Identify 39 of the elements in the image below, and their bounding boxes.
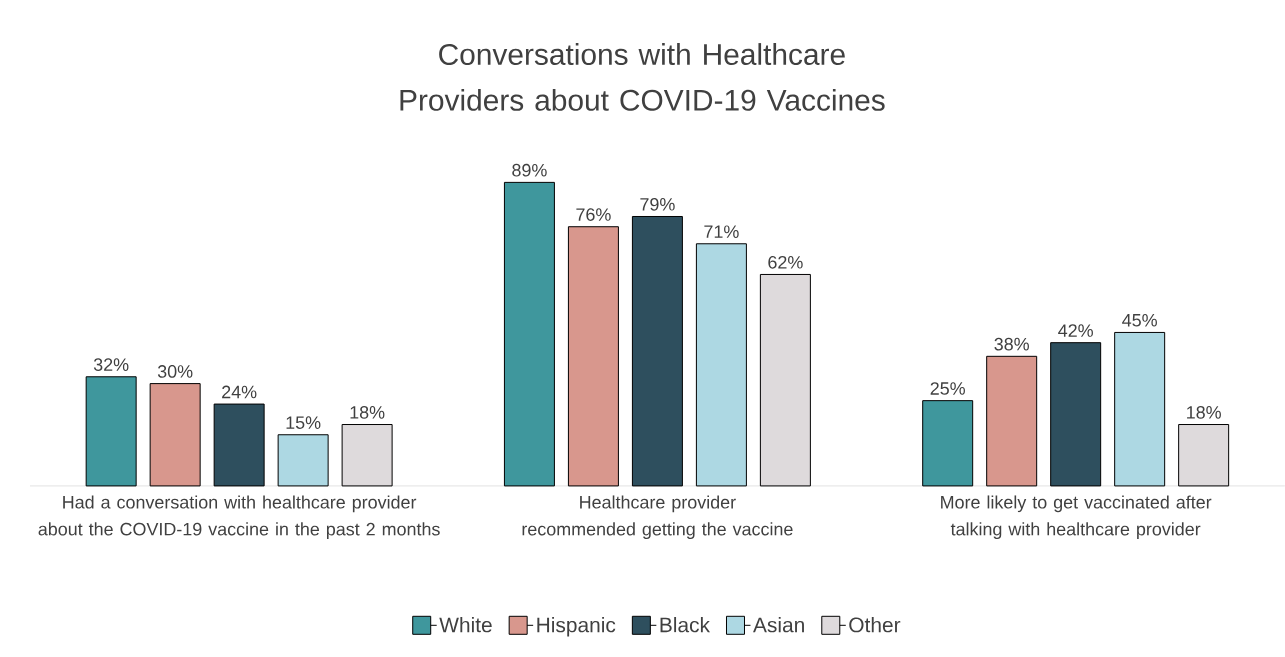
data-label: 79% xyxy=(640,198,675,211)
data-label: 32% xyxy=(93,358,129,372)
data-label: 30% xyxy=(157,365,193,378)
data-label: 24% xyxy=(222,385,257,399)
bar xyxy=(149,383,201,487)
data-label: 25% xyxy=(930,382,965,395)
bar xyxy=(213,403,265,487)
x-tick-label: Had a conversation with healthcare provider about the COVID-19 vaccine in the past 2 months xyxy=(38,495,440,540)
bar xyxy=(85,376,137,487)
data-label: 76% xyxy=(576,208,611,221)
legend-label: White xyxy=(439,617,492,633)
legend-label: Hispanic xyxy=(537,617,616,637)
bar xyxy=(1114,331,1166,487)
data-label: 62% xyxy=(768,255,803,269)
legend-label: Other xyxy=(849,617,901,633)
bar xyxy=(922,400,974,487)
bar xyxy=(341,424,393,487)
data-label: 89% xyxy=(512,163,547,177)
data-label: 45% xyxy=(1122,314,1157,327)
bar xyxy=(1050,342,1102,487)
x-tick-label: More likely to get vaccinated after talking with healthcare provider xyxy=(941,495,1212,540)
data-label: 42% xyxy=(1058,324,1093,337)
data-label: 18% xyxy=(350,406,385,419)
chart-title: Conversations with Healthcare Providers about COVID-19 Vaccines xyxy=(400,43,885,111)
x-tick-label: Healthcare provider recommended getting the vaccine xyxy=(522,495,793,540)
bar xyxy=(631,216,683,487)
bar xyxy=(1178,424,1230,487)
legend-label: Asian xyxy=(753,617,804,633)
bar xyxy=(503,181,555,487)
bar xyxy=(986,355,1038,487)
data-label: 15% xyxy=(286,416,321,429)
data-label: 71% xyxy=(704,225,739,238)
bar xyxy=(277,434,329,487)
bar xyxy=(567,226,619,487)
data-label: 18% xyxy=(1187,406,1221,419)
bar xyxy=(695,243,747,487)
data-label: 38% xyxy=(994,337,1029,351)
bar xyxy=(759,274,811,487)
legend-label: Black xyxy=(660,617,711,633)
